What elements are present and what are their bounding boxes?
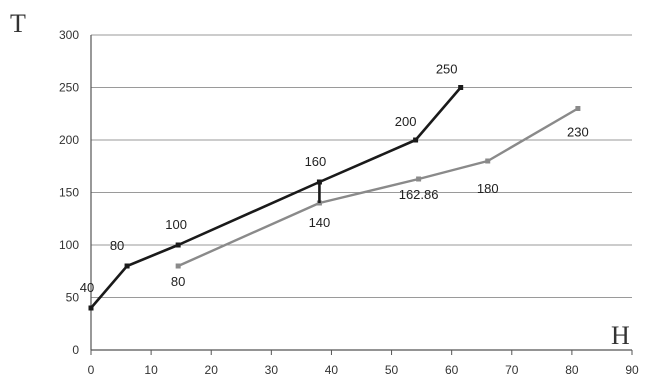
x-tick-label: 80 <box>565 363 579 377</box>
series-1-data-label: 250 <box>436 62 458 77</box>
series-1-data-label: 80 <box>110 238 124 253</box>
series-1-data-label: 160 <box>305 154 327 169</box>
grid <box>91 34 632 298</box>
x-tick-label: 60 <box>445 363 459 377</box>
series-1-line <box>90 86 462 309</box>
series-1-data-label: 40 <box>80 280 94 295</box>
series-1-point <box>458 85 464 90</box>
y-tick-label: 0 <box>72 343 79 357</box>
series-1-point <box>175 242 181 248</box>
x-tick-label: 30 <box>265 363 279 377</box>
series-2-data-label: 180 <box>477 181 499 196</box>
series-2-point <box>175 263 181 269</box>
series-2-data-label: 80 <box>171 274 185 289</box>
series-1-point <box>124 263 130 269</box>
series-1-point <box>413 137 419 143</box>
x-tick-label: 90 <box>625 363 639 377</box>
series-2-point <box>485 158 491 164</box>
y-axis-title: T <box>10 9 26 38</box>
series-2-data-label: 162.86 <box>399 187 439 202</box>
x-tick-label: 20 <box>205 363 219 377</box>
series-1-data-label: 200 <box>395 114 417 129</box>
x-tick-label: 50 <box>385 363 399 377</box>
series-2-data-label: 140 <box>309 215 331 230</box>
series-1-point <box>88 305 94 311</box>
y-tick-label: 50 <box>66 291 80 305</box>
y-tick-label: 250 <box>59 81 79 95</box>
series-2-point <box>416 176 422 182</box>
series-2-line <box>177 107 579 268</box>
series-2-data-label: 230 <box>567 125 589 140</box>
series-2-point <box>575 106 581 111</box>
x-tick-label: 0 <box>88 363 95 377</box>
series-lines <box>88 85 581 311</box>
data-labels: 40 80 100 160 200 250 80 140 162.86 180 230 <box>80 62 589 296</box>
series-1-data-label: 100 <box>165 217 187 232</box>
x-tick-label: 70 <box>505 363 519 377</box>
x-tick-label: 40 <box>325 363 339 377</box>
y-tick-label: 200 <box>59 133 79 147</box>
y-tick-label: 300 <box>59 28 79 42</box>
y-tick-label: 100 <box>59 238 79 252</box>
y-tick-label: 150 <box>59 186 79 200</box>
axes <box>90 35 633 355</box>
x-tick-label: 10 <box>144 363 158 377</box>
x-axis-title: H <box>611 321 630 350</box>
